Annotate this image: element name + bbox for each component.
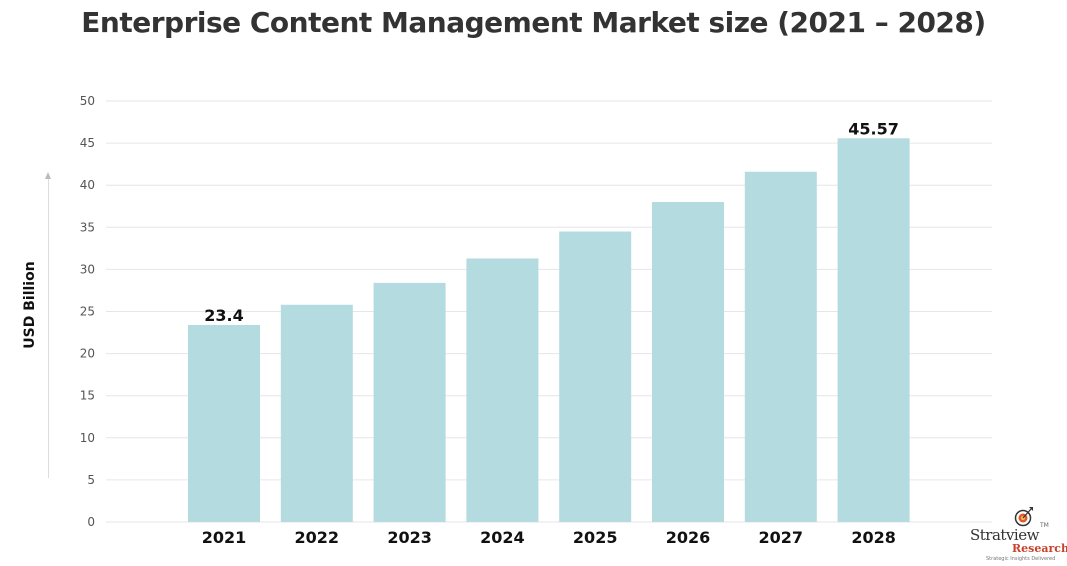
bar-2026 [652,202,724,523]
x-tick-label: 2025 [573,528,618,547]
y-tick-label: 30 [80,262,95,276]
logo-trademark: TM [1040,522,1049,529]
stratview-logo: Stratview TM Research Strategic Insights… [968,506,1067,562]
y-tick-label: 25 [80,305,95,319]
bar-2022 [280,304,353,522]
bar-2025 [559,231,632,522]
x-tick-label: 2027 [759,528,804,547]
y-tick-label: 15 [80,389,95,403]
bar-2021 [188,324,260,522]
data-labels: 23.4 45.57 [204,119,899,325]
y-tick-labels: 0 5 10 15 20 25 30 35 40 45 50 [80,94,95,529]
y-tick-label: 50 [80,94,95,108]
data-label: 23.4 [204,306,243,325]
data-label: 45.57 [848,119,899,138]
bars [188,138,910,523]
y-tick-label: 35 [80,220,95,234]
logo-tagline: Strategic Insights Delivered [986,556,1056,562]
chart-title: Enterprise Content Management Market siz… [81,6,986,39]
y-tick-label: 40 [80,178,95,192]
y-tick-label: 0 [87,515,95,529]
bar-2023 [373,282,446,522]
y-tick-label: 45 [80,136,95,150]
y-tick-label: 20 [80,347,95,361]
x-tick-label: 2022 [295,528,340,547]
y-axis-arrow-icon [45,172,51,478]
y-tick-label: 10 [80,431,95,445]
bar-2024 [466,258,539,522]
target-arrow-icon [1014,507,1033,527]
logo-name: Stratview [970,526,1039,544]
x-tick-labels: 2021 2022 2023 2024 2025 2026 2027 2028 [202,528,896,547]
x-tick-label: 2024 [480,528,525,547]
x-tick-label: 2023 [387,528,432,547]
bar-2027 [744,171,817,522]
x-tick-label: 2026 [666,528,711,547]
logo-subtitle: Research [1012,542,1067,555]
x-tick-label: 2028 [851,528,896,547]
bar-2028 [837,138,910,522]
y-tick-label: 5 [87,473,95,487]
x-tick-label: 2021 [202,528,247,547]
